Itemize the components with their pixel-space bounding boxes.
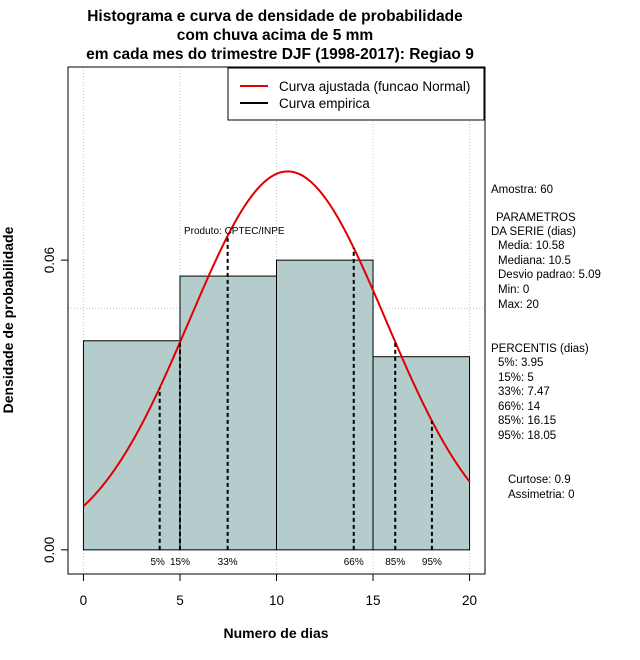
stat-max: Max: 20 <box>498 299 539 311</box>
percentile-layer: 5% 15% 33% 66% 85% 95% <box>150 235 442 568</box>
x-tick-label: 20 <box>462 593 477 608</box>
stat-param-header-2: DA SERIE (dias) <box>491 226 576 238</box>
stat-percentis-header: PERCENTIS (dias) <box>491 343 589 355</box>
x-tick-label: 10 <box>269 593 284 608</box>
x-tick-label: 0 <box>80 593 88 608</box>
y-tick-label: 0.06 <box>42 247 57 273</box>
stat-p95: 95%: 18.05 <box>498 430 556 442</box>
stat-p33: 33%: 7.47 <box>498 386 550 398</box>
legend-label-empirical: Curva empirica <box>279 96 370 111</box>
legend-label-normal: Curva ajustada (funcao Normal) <box>279 79 470 94</box>
histogram-bar <box>276 259 374 551</box>
legend-box <box>227 67 485 121</box>
chart-title-line-2: com chuva acima de 5 mm <box>177 27 373 44</box>
percentile-label: 15% <box>170 557 190 568</box>
side-stats: Amostra: 60 PARAMETROS DA SERIE (dias) M… <box>491 184 601 501</box>
x-tick-label: 5 <box>176 593 184 608</box>
percentile-label: 95% <box>422 557 442 568</box>
normal-curve-line <box>82 170 471 507</box>
percentile-label: 85% <box>385 557 405 568</box>
stat-amostra: Amostra: 60 <box>491 184 553 196</box>
histogram-bar <box>82 340 181 551</box>
curve-layer <box>82 170 471 507</box>
legend: Curva ajustada (funcao Normal) Curva emp… <box>227 67 485 121</box>
stat-mediana: Mediana: 10.5 <box>498 255 571 267</box>
stat-curtose: Curtose: 0.9 <box>508 474 571 486</box>
axis-layer: 0 5 10 15 20 0.00 0.06 <box>42 247 477 608</box>
bars-layer <box>82 259 471 551</box>
y-axis-label: Densidade de probabilidade <box>0 226 16 413</box>
histogram-bar <box>372 356 471 551</box>
stat-min: Min: 0 <box>498 284 529 296</box>
stat-param-header-1: PARAMETROS <box>496 212 576 224</box>
chart-title-line-1: Histograma e curva de densidade de proba… <box>87 8 463 25</box>
y-tick-label: 0.00 <box>42 537 57 563</box>
product-annotation: Produto: CPTEC/INPE <box>184 226 285 237</box>
percentile-label: 33% <box>218 557 238 568</box>
chart-title-line-3: em cada mes do trimestre DJF (1998-2017)… <box>86 46 474 63</box>
stat-assimetria: Assimetria: 0 <box>508 489 574 501</box>
stat-media: Media: 10.58 <box>498 240 565 252</box>
stat-desvio: Desvio padrao: 5.09 <box>498 269 601 281</box>
stat-p66: 66%: 14 <box>498 401 541 413</box>
stat-p5: 5%: 3.95 <box>498 357 543 369</box>
x-tick-label: 15 <box>366 593 381 608</box>
x-axis-label: Numero de dias <box>223 625 328 641</box>
stat-p15: 15%: 5 <box>498 372 534 384</box>
percentile-label: 66% <box>344 557 364 568</box>
percentile-label: 5% <box>150 557 165 568</box>
stat-p85: 85%: 16.15 <box>498 415 556 427</box>
